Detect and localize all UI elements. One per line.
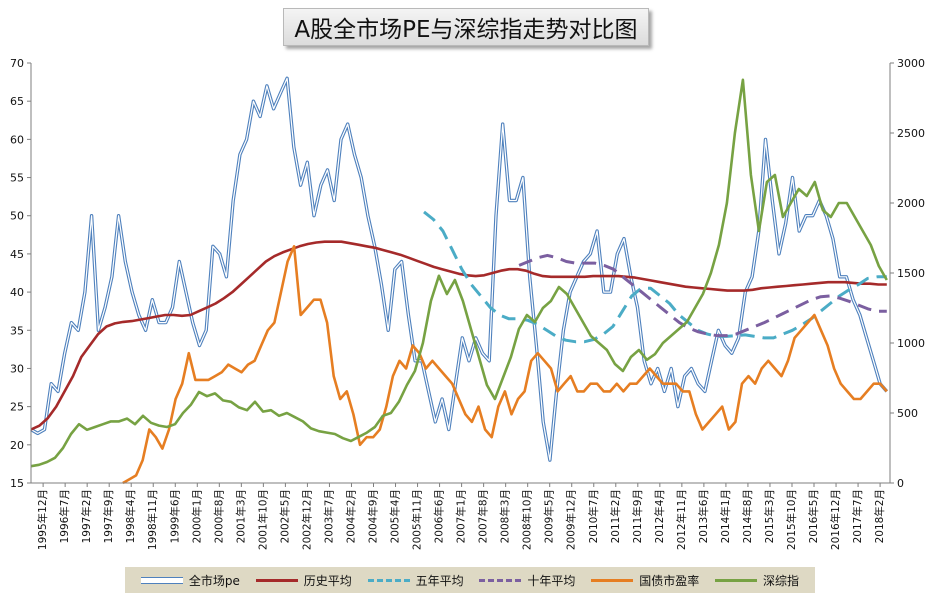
y-tick-label-left-65: 65 bbox=[10, 95, 24, 108]
x-tick-label-10: 2001年10月 bbox=[256, 489, 269, 550]
axes-layer: 15 20 25 30 35 40 45 50 55 60 65 70 0 500 1000 1500 2000… bbox=[10, 57, 925, 550]
series-layer bbox=[30, 76, 889, 485]
y-tick-label-left-20: 20 bbox=[10, 439, 24, 452]
x-tick-label-29: 2012年11月 bbox=[675, 489, 688, 550]
x-tick-label-20: 2007年8月 bbox=[477, 489, 490, 543]
x-tick-label-0: 1995年12月 bbox=[36, 489, 49, 550]
x-tick-label-4: 1998年4月 bbox=[124, 489, 137, 543]
series-深综指 bbox=[30, 78, 888, 468]
x-tick-label-28: 2012年4月 bbox=[653, 489, 666, 543]
x-tick-label-30: 2013年6月 bbox=[697, 489, 710, 543]
series-十年平均 bbox=[518, 253, 887, 338]
x-tick-label-31: 2014年1月 bbox=[719, 489, 732, 543]
legend-label-market-pe: 全市场pe bbox=[188, 573, 240, 588]
legend-item-bond-pe: 国债市盈率 bbox=[591, 572, 699, 589]
x-tick-label-32: 2014年8月 bbox=[741, 489, 754, 543]
x-tick-label-2: 1997年2月 bbox=[80, 489, 93, 543]
x-tick-label-23: 2009年5月 bbox=[543, 489, 556, 543]
legend-swatch-bond-pe bbox=[591, 578, 634, 582]
x-tick-label-18: 2006年6月 bbox=[433, 489, 446, 543]
chart-legend: 全市场pe 历史平均 五年平均 十年平均 国债市盈率 深综指 bbox=[125, 567, 815, 593]
x-tick-label-6: 1999年6月 bbox=[168, 489, 181, 543]
x-tick-label-3: 1997年9月 bbox=[102, 489, 115, 543]
x-tick-label-33: 2015年3月 bbox=[763, 489, 776, 543]
x-tick-label-26: 2011年2月 bbox=[609, 489, 622, 543]
x-tick-label-5: 1998年11月 bbox=[146, 489, 159, 550]
x-tick-label-24: 2009年12月 bbox=[565, 489, 578, 550]
x-tick-label-34: 2015年10月 bbox=[785, 489, 798, 550]
legend-item-szse-index: 深综指 bbox=[715, 572, 799, 589]
x-tick-label-11: 2002年5月 bbox=[278, 489, 291, 543]
x-tick-label-15: 2004年9月 bbox=[366, 489, 379, 543]
y-tick-label-right-2000: 2000 bbox=[897, 197, 925, 210]
legend-swatch-ten-year-avg bbox=[479, 578, 522, 582]
x-tick-label-1: 1996年7月 bbox=[58, 489, 71, 543]
y-tick-label-right-500: 500 bbox=[897, 407, 918, 420]
y-tick-label-right-2500: 2500 bbox=[897, 127, 925, 140]
y-tick-label-left-55: 55 bbox=[10, 172, 24, 185]
chart-title: A股全市场PE与深综指走势对比图 bbox=[283, 8, 649, 46]
x-tick-label-9: 2001年3月 bbox=[234, 489, 247, 543]
legend-label-szse-index: 深综指 bbox=[763, 573, 800, 588]
x-tick-label-36: 2016年12月 bbox=[829, 489, 842, 550]
y-tick-label-right-1000: 1000 bbox=[897, 337, 925, 350]
x-tick-label-8: 2000年8月 bbox=[212, 489, 225, 543]
legend-label-five-year-avg: 五年平均 bbox=[415, 573, 464, 588]
legend-label-bond-pe: 国债市盈率 bbox=[639, 573, 700, 588]
legend-label-ten-year-avg: 十年平均 bbox=[527, 573, 576, 588]
x-tick-label-13: 2003年7月 bbox=[322, 489, 335, 543]
legend-item-market-pe: 全市场pe bbox=[140, 572, 240, 589]
x-tick-label-22: 2008年10月 bbox=[521, 489, 534, 550]
y-tick-label-left-15: 15 bbox=[10, 477, 24, 490]
y-tick-label-left-45: 45 bbox=[10, 248, 24, 261]
y-tick-label-left-40: 40 bbox=[10, 286, 24, 299]
series-国债市盈率 bbox=[122, 245, 888, 485]
legend-label-history-avg: 历史平均 bbox=[303, 573, 352, 588]
x-tick-label-19: 2007年1月 bbox=[455, 489, 468, 543]
y-tick-label-left-60: 60 bbox=[10, 133, 24, 146]
legend-swatch-five-year-avg bbox=[367, 578, 410, 582]
x-tick-label-16: 2005年4月 bbox=[389, 489, 402, 543]
y-tick-label-right-0: 0 bbox=[897, 477, 904, 490]
x-tick-label-7: 2000年1月 bbox=[190, 489, 203, 543]
legend-swatch-szse-index bbox=[715, 578, 758, 582]
x-tick-label-37: 2017年7月 bbox=[851, 489, 864, 543]
x-tick-label-14: 2004年2月 bbox=[344, 489, 357, 543]
y-tick-label-right-1500: 1500 bbox=[897, 267, 925, 280]
x-tick-label-35: 2016年5月 bbox=[807, 489, 820, 543]
x-tick-label-21: 2008年3月 bbox=[499, 489, 512, 543]
series-全市场pe-inner bbox=[30, 77, 888, 461]
x-tick-label-17: 2005年11月 bbox=[411, 489, 424, 550]
legend-swatch-market-pe bbox=[140, 576, 183, 584]
y-tick-label-right-3000: 3000 bbox=[897, 57, 925, 70]
x-tick-label-25: 2010年7月 bbox=[587, 489, 600, 543]
y-tick-label-left-30: 30 bbox=[10, 362, 24, 375]
y-tick-label-left-50: 50 bbox=[10, 210, 24, 223]
legend-item-five-year-avg: 五年平均 bbox=[367, 572, 464, 589]
x-tick-label-12: 2002年12月 bbox=[300, 489, 313, 550]
legend-swatch-history-avg bbox=[255, 578, 298, 582]
x-tick-label-27: 2011年9月 bbox=[631, 489, 644, 543]
y-tick-label-left-25: 25 bbox=[10, 401, 24, 414]
legend-item-history-avg: 历史平均 bbox=[255, 572, 352, 589]
x-tick-label-38: 2018年2月 bbox=[873, 489, 886, 543]
y-tick-label-left-70: 70 bbox=[10, 57, 24, 70]
series-历史平均 bbox=[30, 240, 887, 431]
legend-item-ten-year-avg: 十年平均 bbox=[479, 572, 575, 589]
y-tick-label-left-35: 35 bbox=[10, 324, 24, 337]
